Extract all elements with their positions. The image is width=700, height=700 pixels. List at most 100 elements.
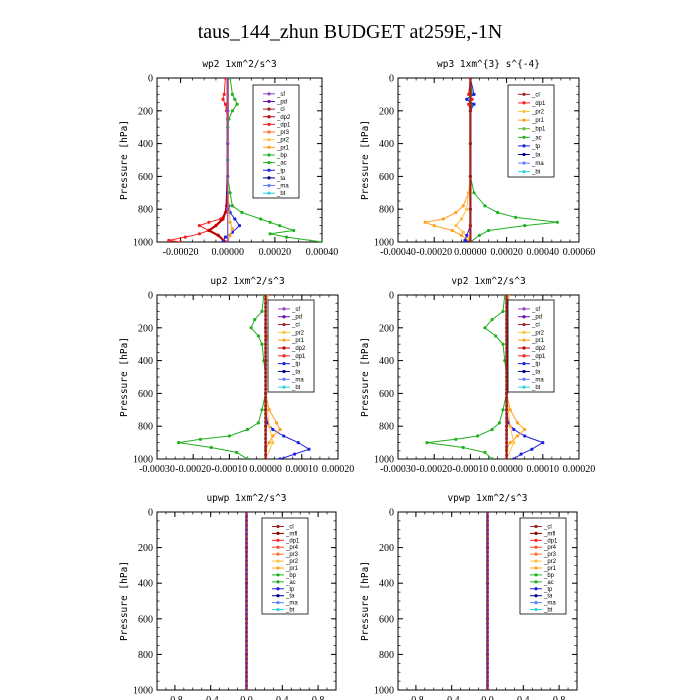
x-tick-label: 0.00020	[490, 247, 523, 258]
zero-profile-point	[264, 371, 268, 375]
zero-profile-point	[486, 519, 489, 523]
x-tick-label: -0.00040	[380, 247, 416, 258]
legend-label: _pd	[531, 315, 542, 321]
zero-profile-point	[245, 599, 248, 603]
y-tick-label: 1000	[133, 238, 153, 249]
y-tick-label: 1000	[374, 238, 394, 249]
zero-profile-point	[505, 404, 509, 408]
legend-marker	[534, 559, 538, 563]
y-tick-label: 400	[379, 356, 394, 367]
zero-profile-point	[486, 603, 489, 607]
legend-marker	[522, 161, 526, 165]
series-point	[223, 102, 227, 106]
legend-marker	[276, 566, 280, 570]
series-point	[216, 233, 220, 237]
series-point	[223, 235, 227, 239]
series-point	[293, 452, 297, 456]
series-point	[285, 235, 289, 239]
panel-title: vpwp 1xm^2/s^3	[447, 493, 527, 504]
zero-profile-point	[245, 626, 248, 630]
zero-profile-point	[264, 387, 268, 391]
y-tick-label: 600	[138, 172, 153, 183]
legend-label: _ta	[285, 594, 295, 600]
legend-marker	[276, 552, 280, 556]
series-point	[483, 450, 487, 454]
series-point	[472, 191, 476, 195]
legend-marker	[522, 307, 526, 311]
y-tick-label: 1000	[133, 455, 153, 466]
legend: _cl_mfl_dp1_pr4_pr3_pr2_pr1_bp_ac_tp_ta_…	[261, 517, 309, 615]
zero-profile-point	[245, 608, 248, 612]
series-point	[278, 427, 282, 432]
zero-profile-point	[505, 420, 509, 424]
y-tick-label: 200	[138, 106, 153, 117]
legend-marker	[534, 587, 538, 591]
zero-profile-point	[264, 367, 268, 371]
x-tick-label: 0.4	[276, 695, 289, 700]
zero-profile-point	[486, 555, 489, 558]
legend-marker	[534, 566, 538, 570]
zero-profile-point	[486, 599, 489, 603]
zero-profile-point	[245, 630, 248, 634]
series-line-dp1	[168, 78, 229, 242]
zero-profile-point	[245, 666, 248, 670]
legend-marker	[282, 315, 286, 319]
x-tick-label: 0.0	[481, 695, 494, 700]
legend-label: _dp2	[531, 346, 546, 352]
zero-profile-point	[245, 684, 248, 688]
series-point	[461, 204, 465, 208]
zero-profile-point	[486, 512, 489, 514]
series-point	[515, 421, 520, 425]
y-tick-label: 400	[138, 356, 153, 367]
legend-label: _pr3	[285, 552, 299, 558]
legend-marker	[276, 531, 280, 535]
series-point	[278, 457, 282, 459]
y-tick-label: 200	[379, 543, 394, 554]
series-point	[268, 232, 272, 236]
series-point	[514, 215, 518, 219]
panel-title: wp2 1xm^2/s^3	[202, 59, 276, 70]
legend-marker	[522, 315, 526, 319]
zero-profile-point	[245, 537, 248, 541]
legend-marker	[267, 153, 271, 157]
legend-label: _cl	[291, 323, 300, 329]
zero-profile-point	[486, 546, 489, 550]
zero-profile-point	[264, 408, 268, 412]
legend-marker	[522, 144, 526, 148]
series-point	[221, 97, 225, 101]
zero-profile-point	[245, 568, 248, 572]
legend-label: _cl	[531, 92, 540, 98]
y-tick-label: 800	[379, 650, 394, 661]
series-point	[477, 233, 481, 237]
series-point	[519, 452, 523, 456]
legend-label: _ma	[531, 161, 544, 167]
zero-profile-point	[245, 635, 248, 639]
legend-label: _bt	[276, 191, 286, 197]
y-tick-label: 0	[148, 508, 153, 519]
zero-profile-point	[264, 342, 268, 346]
legend-marker	[522, 118, 526, 122]
x-tick-label: 0.00010	[527, 464, 560, 475]
series-point	[459, 233, 463, 237]
legend-marker	[267, 92, 271, 96]
x-tick-label: 0.4	[517, 695, 530, 700]
legend-marker	[534, 538, 538, 542]
legend-label: _pr2	[276, 138, 290, 144]
series-point	[461, 445, 465, 450]
legend-box	[261, 517, 309, 615]
legend-label: _pr1	[531, 118, 545, 124]
zero-profile-point	[245, 670, 248, 674]
series-point	[230, 109, 234, 113]
legend-marker	[522, 135, 526, 139]
series-point	[271, 427, 275, 432]
series-point	[468, 78, 472, 80]
legend-marker	[276, 594, 280, 598]
zero-profile-point	[264, 437, 268, 440]
series-point	[454, 224, 458, 228]
x-tick-label: -0.8	[167, 695, 183, 700]
legend-label: _pr1	[531, 338, 545, 344]
legend-label: _ac	[285, 580, 296, 586]
y-tick-label: 400	[379, 139, 394, 150]
y-tick-label: 1000	[133, 686, 153, 697]
series-point	[260, 309, 264, 313]
